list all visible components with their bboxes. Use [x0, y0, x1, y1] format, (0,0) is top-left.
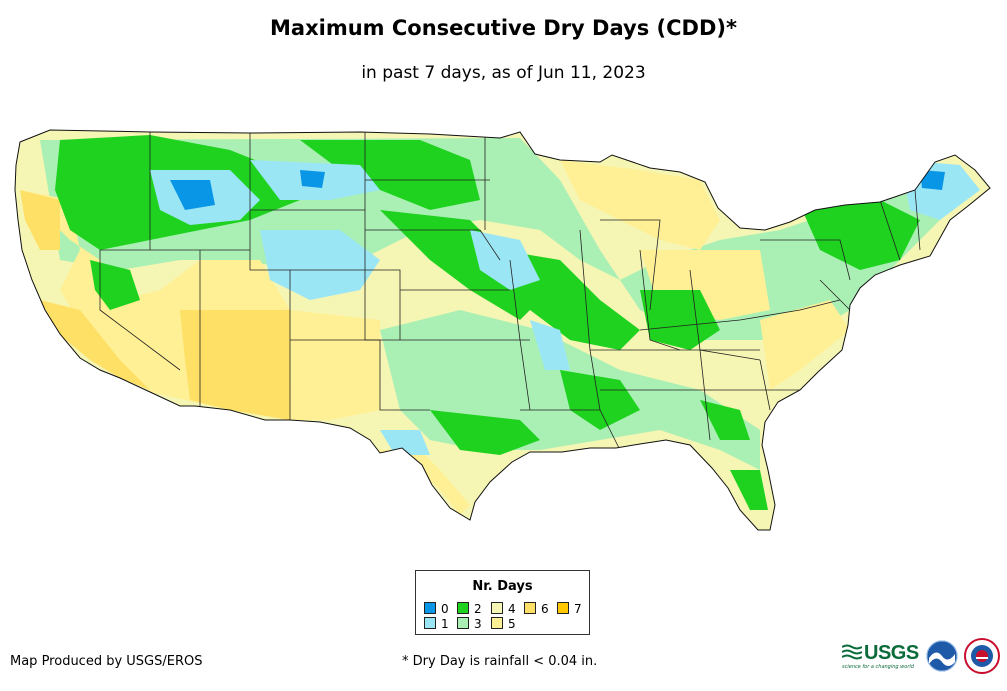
cdd-map — [14, 129, 991, 531]
legend-swatch — [491, 617, 503, 629]
legend-item-4: 4 — [491, 602, 516, 616]
legend-swatch — [557, 602, 569, 614]
legend-label: 0 — [441, 602, 449, 616]
legend-swatch — [524, 602, 536, 614]
legend-item-0: 0 — [424, 602, 449, 616]
legend-swatch — [424, 617, 436, 629]
legend-item-6: 6 — [524, 602, 549, 616]
legend-label: 2 — [474, 602, 482, 616]
legend-swatch — [457, 602, 469, 614]
legend-label: 7 — [574, 602, 582, 616]
legend-item-7: 7 — [557, 602, 582, 616]
legend-label: 3 — [474, 617, 482, 631]
legend: Nr. Days 0 1 2 3 4 5 6 7 — [415, 570, 590, 635]
dry-day-note: * Dry Day is rainfall < 0.04 in. — [402, 654, 598, 669]
legend-title: Nr. Days — [472, 579, 533, 594]
legend-item-5: 5 — [491, 617, 516, 631]
legend-item-2: 2 — [457, 602, 482, 616]
legend-swatch — [457, 617, 469, 629]
legend-label: 5 — [508, 617, 516, 631]
legend-label: 4 — [508, 602, 516, 616]
usgs-wave-icon — [842, 644, 862, 660]
legend-swatch — [491, 602, 503, 614]
noaa-logo-icon — [926, 640, 958, 672]
legend-item-1: 1 — [424, 617, 449, 631]
usgs-logo: USGS — [864, 642, 919, 664]
nws-logo-icon — [964, 638, 1000, 674]
legend-label: 6 — [541, 602, 549, 616]
usgs-tagline: science for a changing world — [842, 664, 914, 670]
legend-label: 1 — [441, 617, 449, 631]
map-title: Maximum Consecutive Dry Days (CDD)* — [270, 16, 737, 40]
legend-swatch — [424, 602, 436, 614]
map-subtitle: in past 7 days, as of Jun 11, 2023 — [361, 63, 646, 83]
legend-item-3: 3 — [457, 617, 482, 631]
credit-text: Map Produced by USGS/EROS — [10, 654, 203, 669]
